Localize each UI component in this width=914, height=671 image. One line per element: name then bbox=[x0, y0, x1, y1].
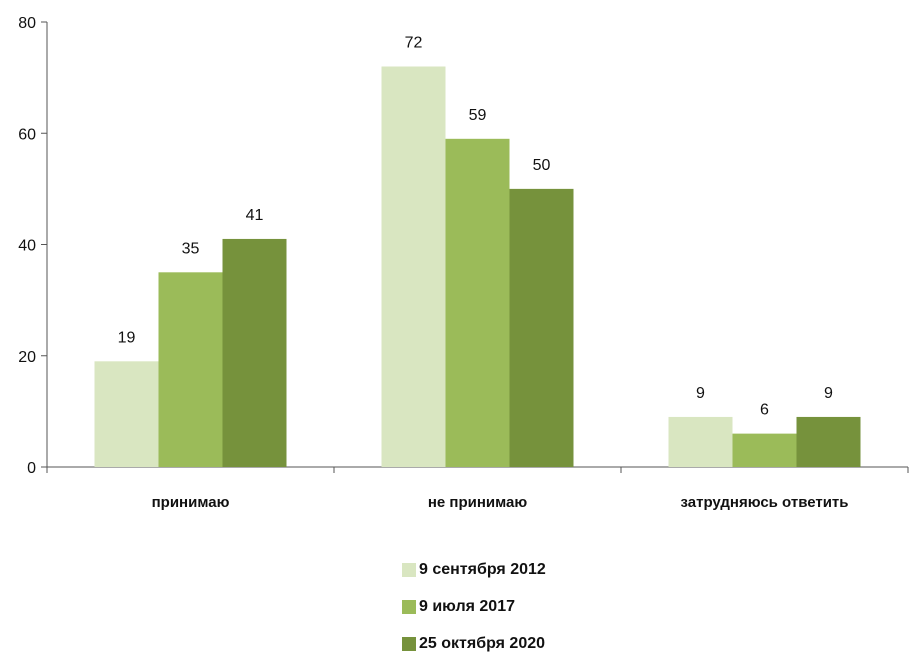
bar bbox=[732, 433, 797, 467]
legend-item-series-1: 9 сентября 2012 bbox=[402, 560, 546, 580]
bar bbox=[381, 66, 446, 467]
legend-item-series-3: 25 октября 2020 bbox=[402, 634, 546, 654]
data-label: 41 bbox=[246, 207, 264, 224]
x-category-label: принимаю bbox=[152, 494, 230, 511]
data-label: 50 bbox=[533, 157, 551, 174]
legend-label-series-3: 25 октября 2020 bbox=[419, 635, 546, 652]
y-tick-label: 0 bbox=[27, 460, 36, 477]
data-label: 59 bbox=[469, 107, 487, 124]
x-category-label: не принимаю bbox=[428, 494, 528, 511]
data-label: 9 bbox=[696, 385, 705, 402]
legend-label-series-1: 9 сентября 2012 bbox=[419, 561, 546, 578]
bar bbox=[509, 188, 574, 467]
legend-label-series-2: 9 июля 2017 bbox=[419, 598, 515, 615]
y-tick-label: 60 bbox=[18, 126, 36, 143]
bar bbox=[222, 238, 287, 467]
bar-chart: 0 20 40 60 80 19 35 41 принимаю 72 59 50 не принимаю… bbox=[18, 15, 909, 511]
legend-swatch-series-1 bbox=[402, 563, 416, 577]
bar bbox=[796, 416, 861, 467]
y-tick-label: 80 bbox=[18, 15, 36, 32]
data-label: 72 bbox=[405, 35, 423, 52]
legend-swatch-series-2 bbox=[402, 600, 416, 614]
legend-item-series-2: 9 июля 2017 bbox=[402, 597, 546, 617]
y-tick-label: 20 bbox=[18, 349, 36, 366]
x-category-label: затрудняюсь ответить bbox=[681, 494, 849, 511]
bar bbox=[445, 138, 510, 467]
y-tick-label: 40 bbox=[18, 238, 36, 255]
data-label: 9 bbox=[824, 385, 833, 402]
bar bbox=[94, 361, 159, 467]
data-label: 6 bbox=[760, 402, 769, 419]
legend-swatch-series-3 bbox=[402, 637, 416, 651]
bar bbox=[158, 272, 223, 467]
bar bbox=[668, 416, 733, 467]
data-label: 19 bbox=[118, 329, 136, 346]
data-label: 35 bbox=[182, 240, 200, 257]
chart-legend: 9 сентября 2012 9 июля 2017 25 октября 2… bbox=[402, 560, 546, 671]
